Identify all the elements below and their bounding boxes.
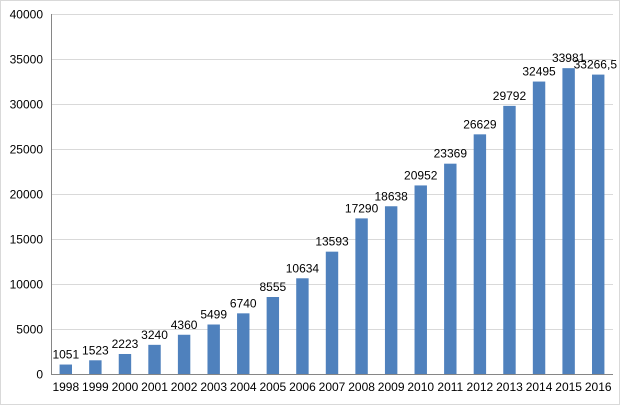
y-tick-label: 15000 [10, 233, 44, 247]
bar-2010 [414, 185, 427, 374]
data-label-2013: 29792 [493, 89, 527, 103]
bar-2014 [532, 81, 546, 375]
x-tick-label-2010: 2010 [407, 380, 434, 394]
x-tick-label-1999: 1999 [82, 380, 109, 394]
y-tick-label: 10000 [10, 278, 44, 292]
bar-2003 [207, 324, 220, 374]
x-tick-label-2013: 2013 [496, 380, 523, 394]
data-label-2012: 26629 [463, 117, 497, 131]
bar-2000 [118, 353, 132, 374]
data-label-2000: 2223 [112, 337, 139, 351]
data-label-2014: 32495 [522, 65, 556, 79]
bar-2015 [562, 68, 575, 375]
bar-2008 [355, 218, 368, 374]
y-tick-label: 25000 [10, 143, 44, 157]
bar-1999 [89, 360, 102, 374]
data-label-1998: 1051 [52, 348, 79, 362]
x-tick-label-2002: 2002 [171, 380, 198, 394]
bar-2004 [237, 313, 250, 374]
gridlines [51, 14, 613, 330]
x-tick-label-2016: 2016 [585, 380, 612, 394]
data-label-2003: 5499 [200, 308, 227, 322]
data-label-2002: 4360 [171, 318, 198, 332]
bar-2001 [148, 344, 161, 374]
y-axis-tick-labels: 0 5000 10000 15000 20000 25000 30000 35000 40000 [10, 8, 44, 382]
x-tick-label-2005: 2005 [259, 380, 286, 394]
x-tick-label-2006: 2006 [289, 380, 316, 394]
bars [59, 68, 605, 375]
y-tick-label: 35000 [10, 53, 44, 67]
bar-2016 [592, 74, 605, 374]
x-tick-label-2007: 2007 [319, 380, 346, 394]
data-label-2007: 13593 [315, 235, 349, 249]
bar-2005 [266, 297, 280, 374]
x-tick-label-2011: 2011 [437, 380, 463, 394]
x-tick-label-2012: 2012 [467, 380, 494, 394]
data-label-2004: 6740 [230, 296, 257, 310]
data-label-2011: 23369 [434, 147, 468, 161]
bar-2011 [444, 163, 457, 374]
data-label-2010: 20952 [404, 168, 438, 182]
x-tick-label-2001: 2001 [141, 380, 168, 394]
bar-2012 [473, 134, 487, 374]
y-tick-label: 0 [36, 368, 43, 382]
x-tick-label-2009: 2009 [378, 380, 405, 394]
bar-2009 [384, 206, 398, 374]
x-tick-label-2015: 2015 [555, 380, 582, 394]
x-axis-tick-labels: 1998 1999 2000 2001 2002 2003 2004 2005 2006 2007… [52, 380, 611, 394]
x-tick-label-1998: 1998 [52, 380, 79, 394]
bar-1998 [59, 364, 72, 374]
data-label-2015: 33981 [552, 51, 586, 65]
x-tick-label-2003: 2003 [200, 380, 227, 394]
x-tick-label-2008: 2008 [348, 380, 375, 394]
data-label-1999: 1523 [82, 343, 109, 357]
bar-2006 [296, 278, 309, 374]
data-label-2005: 8555 [259, 280, 286, 294]
bar-2013 [503, 105, 516, 375]
data-label-2001: 3240 [141, 328, 168, 342]
y-tick-label: 20000 [10, 188, 44, 202]
data-label-2008: 17290 [345, 201, 379, 215]
data-label-2009: 18638 [374, 189, 408, 203]
y-tick-label: 5000 [16, 323, 43, 337]
x-tick-label-2000: 2000 [112, 380, 139, 394]
x-tick-label-2004: 2004 [230, 380, 257, 394]
data-label-2016: 33266,5 [574, 58, 618, 72]
data-label-2006: 10634 [286, 261, 320, 275]
y-tick-label: 30000 [10, 98, 44, 112]
bar-2007 [325, 251, 339, 374]
x-tick-label-2014: 2014 [526, 380, 553, 394]
bar-2002 [177, 334, 191, 374]
y-tick-label: 40000 [10, 8, 44, 22]
